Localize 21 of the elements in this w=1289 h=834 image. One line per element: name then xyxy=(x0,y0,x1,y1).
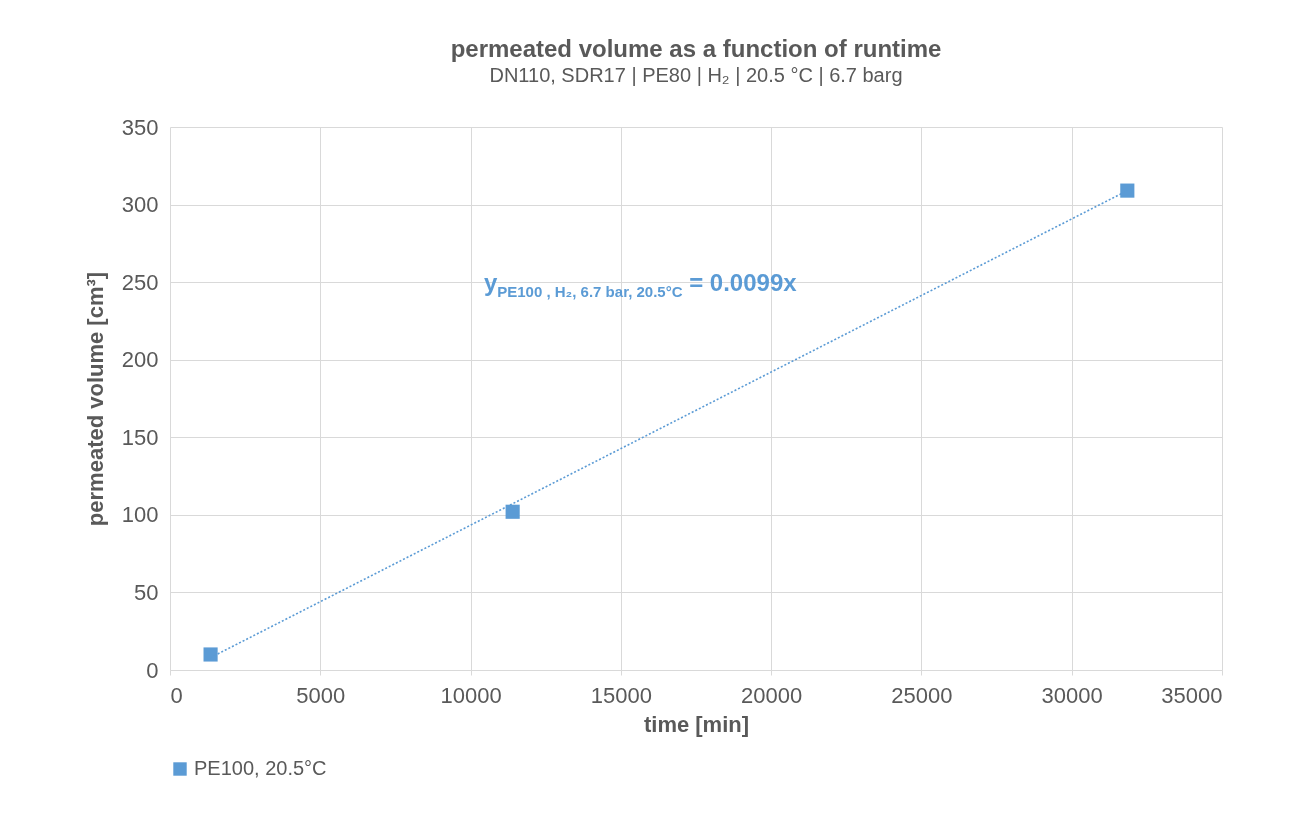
x-tick-label: 25000 xyxy=(891,682,953,708)
y-tick-label: 150 xyxy=(121,424,159,450)
x-tick-label: 0 xyxy=(170,682,183,708)
legend-label: PE100, 20.5°C xyxy=(194,757,327,779)
x-tick-label: 20000 xyxy=(741,682,803,708)
y-tick-label: 200 xyxy=(121,347,159,373)
x-tick-label: 30000 xyxy=(1041,682,1103,708)
y-tick-label: 100 xyxy=(121,502,159,528)
y-tick-label: 50 xyxy=(134,579,159,605)
chart-subtitle: DN110, SDR17 | PE80 | H₂ | 20.5 °C | 6.7 barg xyxy=(489,64,903,86)
x-tick-label: 5000 xyxy=(296,682,346,708)
chart-title: permeated volume as a function of runtime xyxy=(450,35,942,62)
x-tick-label: 10000 xyxy=(440,682,502,708)
y-tick-label: 250 xyxy=(121,269,159,295)
y-axis-title: permeated volume [cm³] xyxy=(82,271,108,527)
x-axis-title: time [min] xyxy=(643,711,750,737)
y-tick-label: 350 xyxy=(121,114,159,140)
x-tick-label: 15000 xyxy=(590,682,652,708)
y-tick-label: 0 xyxy=(146,657,159,683)
x-tick-label: 35000 xyxy=(1161,682,1223,708)
y-tick-label: 300 xyxy=(121,192,159,218)
